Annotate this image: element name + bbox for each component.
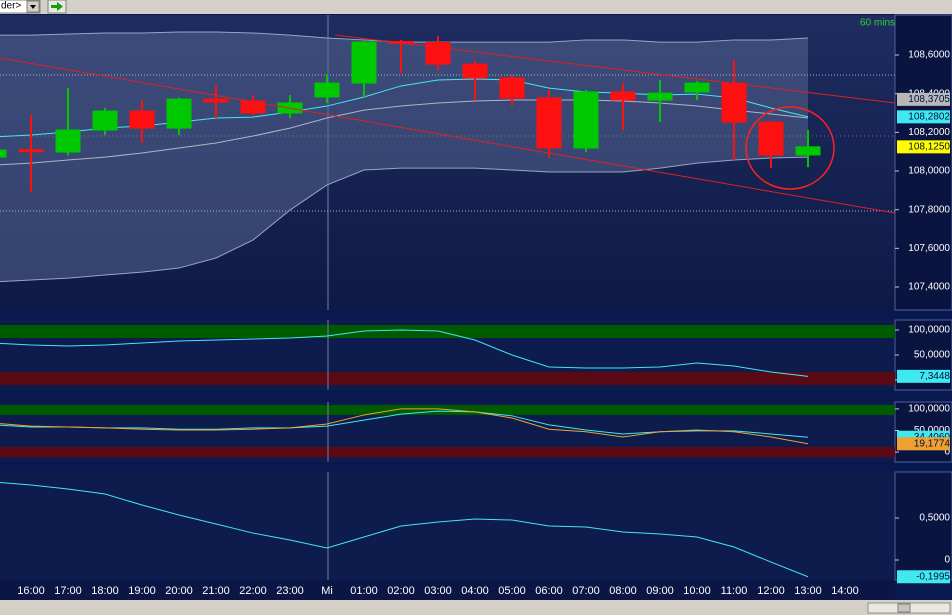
price-marker [897,437,950,451]
candle-body [166,98,192,129]
price-marker [897,92,950,106]
toolbar: der> [0,0,952,14]
scroll-thumb[interactable] [897,603,911,613]
x-tick-label: 07:00 [572,585,600,597]
candle-body [240,100,266,114]
x-tick-label: 10:00 [683,585,711,597]
status-bar [0,600,952,615]
candle-body [758,121,784,156]
zone [0,372,895,385]
price-marker-label: 108,3705 [908,94,950,105]
y-tick-label: 107,8000 [908,204,950,215]
y-tick-label: 0 [944,447,950,458]
price-marker-label: 19,1774 [914,438,951,449]
price-marker [897,369,950,383]
go-arrow [51,2,63,11]
dropdown-arrow [30,5,36,9]
candle-body [425,41,451,65]
series-line [0,481,809,578]
dropdown-text: der> [1,1,21,12]
x-axis-bg [0,581,895,600]
y-tick-label: 108,2000 [908,127,950,138]
price-marker [897,110,950,124]
candle-body [721,82,747,123]
price-marker-label: 7,3448 [919,371,950,382]
trend-line [334,34,896,104]
highlight-circle [745,106,835,190]
x-tick-label: 18:00 [91,585,119,597]
candle-body [129,110,155,129]
series-line [0,156,809,283]
candle-body [684,82,710,93]
y-tick-label: 50,0000 [914,350,951,361]
x-tick-label: 14:00 [831,585,859,597]
y-axis-bg [894,471,952,581]
y-tick-label: 100,0000 [908,404,950,415]
series-line [0,329,809,377]
x-tick-label: 13:00 [794,585,822,597]
x-tick-label: 19:00 [128,585,156,597]
y-tick-label: 107,4000 [908,282,950,293]
x-tick-label: 20:00 [165,585,193,597]
candle-body [92,110,118,131]
candle-body [55,129,81,153]
candle-body [462,63,488,79]
candle-body [499,77,525,99]
x-tick-label: 16:00 [17,585,45,597]
band-fill [0,32,808,282]
zone [0,446,895,458]
candle-body [573,91,599,149]
x-tick-label: 01:00 [350,585,378,597]
plot-area: 108,6000108,4000108,2000108,0000107,8000… [0,14,952,584]
panel-bg [0,472,895,580]
x-tick-label: 21:00 [202,585,230,597]
x-tick-label: 03:00 [424,585,452,597]
x-tick-label: 04:00 [461,585,489,597]
series-line [0,99,809,166]
x-tick-label: 05:00 [498,585,526,597]
price-marker-label: 108,1250 [908,141,950,152]
price-marker [897,570,950,584]
x-tick-label: 22:00 [239,585,267,597]
x-tick-label: 12:00 [757,585,785,597]
candle-body [351,41,377,84]
x-tick-label: 17:00 [54,585,82,597]
y-tick-label: 108,0000 [908,166,950,177]
candle-body [314,82,340,98]
candle-body [795,146,821,156]
price-marker-label: 108,2802 [908,111,950,122]
y-tick-label: 50,0000 [914,425,951,436]
x-tick-label: 09:00 [646,585,674,597]
y-tick-label: 108,6000 [908,50,950,61]
series-line [0,408,809,445]
toolbar-bg [0,0,952,14]
price-marker [897,140,950,154]
trend-line [0,57,896,214]
candle-body [0,149,7,158]
y-tick-label: 107,6000 [908,243,950,254]
y-tick-label: 0 [944,555,950,566]
candle-body [18,149,44,153]
x-tick-label: 02:00 [387,585,415,597]
zone [0,325,895,338]
y-tick-label: 100,0000 [908,325,950,336]
candle-body [536,97,562,149]
price-marker-label: -0,1995 [916,571,950,582]
x-axis: 16:00 17:00 18:00 19:00 20:00 21:00 22:00 23:00… [17,585,859,597]
candle-body [610,91,636,101]
x-tick-label: Mi [321,585,333,597]
timeframe-label: 60 mins [860,18,895,29]
candle-body [647,92,673,101]
x-tick-label: 08:00 [609,585,637,597]
y-axis-bg [894,14,952,311]
x-tick-label: 06:00 [535,585,563,597]
x-tick-label: 11:00 [721,585,748,597]
x-tick-label: 23:00 [276,585,304,597]
candle-body [203,98,229,103]
y-tick-label: 0,5000 [919,513,950,524]
